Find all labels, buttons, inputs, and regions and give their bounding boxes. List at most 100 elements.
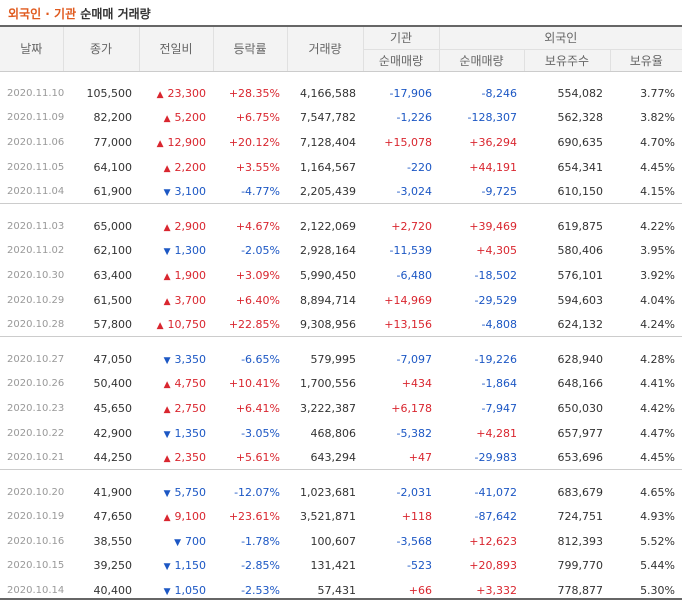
triangle-down-icon: ▼ (163, 247, 171, 258)
cell-change: ▲ 3,700 (139, 288, 213, 313)
group-spacer (0, 71, 682, 81)
cell-rate: +6.40% (235, 293, 280, 307)
cell-volume: 1,164,567 (300, 160, 356, 174)
table-bottom-border (0, 598, 682, 600)
cell-change-value: 12,900 (167, 135, 207, 149)
table-row: 2020.10.19 47,650 ▲ 9,100 +23.61% 3,521,871 +1… (0, 505, 682, 530)
cell-foreign-hold: 610,150 (557, 184, 604, 198)
cell-volume: 1,700,556 (300, 377, 356, 391)
table-row: 2020.10.28 57,800 ▲ 10,750 +22.85% 9,308,956 +… (0, 312, 682, 337)
cell-foreign-net: +4,281 (476, 426, 517, 440)
cell-change: ▲ 1,900 (139, 263, 213, 288)
cell-foreign-hold: 650,030 (557, 401, 604, 415)
triangle-down-icon: ▼ (163, 587, 171, 598)
cell-foreign-ratio: 3.95% (640, 244, 676, 258)
cell-rate: +4.67% (235, 219, 280, 233)
triangle-up-icon: ▲ (163, 114, 171, 125)
cell-inst-net: +14,969 (384, 293, 432, 307)
cell-close: 63,400 (93, 268, 133, 282)
cell-foreign-hold: 619,875 (557, 219, 604, 233)
cell-rate: +28.35% (228, 86, 280, 100)
cell-change-value: 700 (185, 534, 206, 548)
cell-change-value: 3,350 (174, 352, 207, 366)
triangle-up-icon: ▲ (163, 513, 171, 524)
cell-foreign-hold: 594,603 (557, 293, 604, 307)
cell-inst-net: +13,156 (384, 317, 432, 331)
cell-foreign-hold: 657,977 (557, 426, 604, 440)
header-foreign-net[interactable]: 순매매량 (438, 49, 524, 72)
triangle-down-icon: ▼ (163, 429, 171, 440)
cell-foreign-hold: 683,679 (557, 485, 604, 499)
cell-rate: +6.75% (235, 111, 280, 125)
cell-change: ▼ 3,100 (139, 179, 213, 204)
cell-date: 2020.11.02 (7, 245, 65, 257)
cell-change: ▲ 2,750 (139, 396, 213, 421)
cell-foreign-net: -19,226 (474, 352, 517, 366)
section-title-text: 순매매 거래량 (76, 7, 151, 21)
cell-date: 2020.11.03 (7, 220, 65, 232)
cell-foreign-hold: 562,328 (557, 111, 604, 125)
cell-foreign-ratio: 4.42% (640, 401, 676, 415)
cell-change-value: 5,200 (174, 111, 207, 125)
table-body: 2020.11.10 105,500 ▲ 23,300 +28.35% 4,166,588… (0, 71, 683, 603)
cell-volume: 100,607 (310, 534, 357, 548)
cell-change-value: 10,750 (167, 317, 207, 331)
header-inst-net[interactable]: 순매매량 (362, 49, 439, 72)
triangle-up-icon: ▲ (156, 138, 164, 149)
cell-foreign-hold: 654,341 (557, 160, 604, 174)
header-date[interactable]: 날짜 (0, 25, 63, 72)
table-row: 2020.11.03 65,000 ▲ 2,900 +4.67% 2,122,069 +2,… (0, 214, 682, 239)
cell-date: 2020.10.21 (7, 451, 65, 463)
cell-change-value: 23,300 (167, 86, 207, 100)
section-title-accent: 외국인 · 기관 (8, 7, 77, 21)
cell-foreign-ratio: 4.47% (640, 426, 676, 440)
cell-rate: -6.65% (241, 352, 280, 366)
cell-close: 47,050 (93, 352, 133, 366)
cell-foreign-ratio: 3.82% (640, 111, 676, 125)
cell-inst-net: +118 (401, 510, 432, 524)
header-rate[interactable]: 등락률 (212, 25, 287, 72)
cell-close: 38,550 (93, 534, 133, 548)
header-volume[interactable]: 거래량 (286, 25, 363, 72)
header-group-institution: 기관 (362, 25, 439, 50)
header-change[interactable]: 전일비 (138, 25, 213, 72)
table-row: 2020.10.15 39,250 ▼ 1,150 -2.85% 131,421 -523 +… (0, 554, 682, 579)
cell-foreign-ratio: 5.44% (640, 559, 676, 573)
triangle-up-icon: ▲ (156, 320, 164, 331)
cell-foreign-net: -41,072 (474, 485, 517, 499)
cell-close: 61,900 (93, 184, 133, 198)
cell-change-value: 9,100 (174, 510, 207, 524)
cell-foreign-ratio: 4.24% (640, 317, 676, 331)
cell-volume: 7,547,782 (300, 111, 356, 125)
cell-close: 41,900 (93, 485, 133, 499)
cell-date: 2020.10.19 (7, 511, 65, 523)
cell-volume: 2,205,439 (300, 184, 356, 198)
cell-change-value: 1,350 (174, 426, 207, 440)
table-row: 2020.11.04 61,900 ▼ 3,100 -4.77% 2,205,439 -3,… (0, 179, 682, 204)
cell-foreign-net: +12,623 (469, 534, 517, 548)
cell-inst-net: +6,178 (391, 401, 432, 415)
cell-foreign-ratio: 4.28% (640, 352, 676, 366)
cell-foreign-net: -128,307 (467, 111, 517, 125)
cell-date: 2020.10.27 (7, 353, 65, 365)
header-foreign-ratio[interactable]: 보유율 (609, 49, 683, 72)
cell-date: 2020.11.09 (7, 112, 65, 124)
cell-foreign-hold: 576,101 (557, 268, 604, 282)
cell-change: ▲ 10,750 (139, 312, 213, 337)
cell-inst-net: -3,024 (396, 184, 432, 198)
table-row: 2020.10.14 40,400 ▼ 1,050 -2.53% 57,431 +66 +3,… (0, 578, 682, 603)
cell-foreign-hold: 778,877 (557, 584, 604, 598)
header-group-foreign: 외국인 (438, 25, 683, 50)
header-close[interactable]: 종가 (62, 25, 139, 72)
cell-inst-net: +15,078 (384, 135, 432, 149)
cell-foreign-net: +36,294 (469, 135, 517, 149)
cell-inst-net: +47 (408, 450, 432, 464)
cell-volume: 579,995 (310, 352, 357, 366)
cell-foreign-ratio: 4.15% (640, 184, 676, 198)
cell-foreign-net: -4,808 (481, 317, 517, 331)
cell-date: 2020.10.15 (7, 560, 65, 572)
header-foreign-hold[interactable]: 보유주수 (523, 49, 610, 72)
cell-inst-net: -220 (407, 160, 432, 174)
cell-foreign-ratio: 4.93% (640, 510, 676, 524)
cell-foreign-hold: 724,751 (557, 510, 604, 524)
